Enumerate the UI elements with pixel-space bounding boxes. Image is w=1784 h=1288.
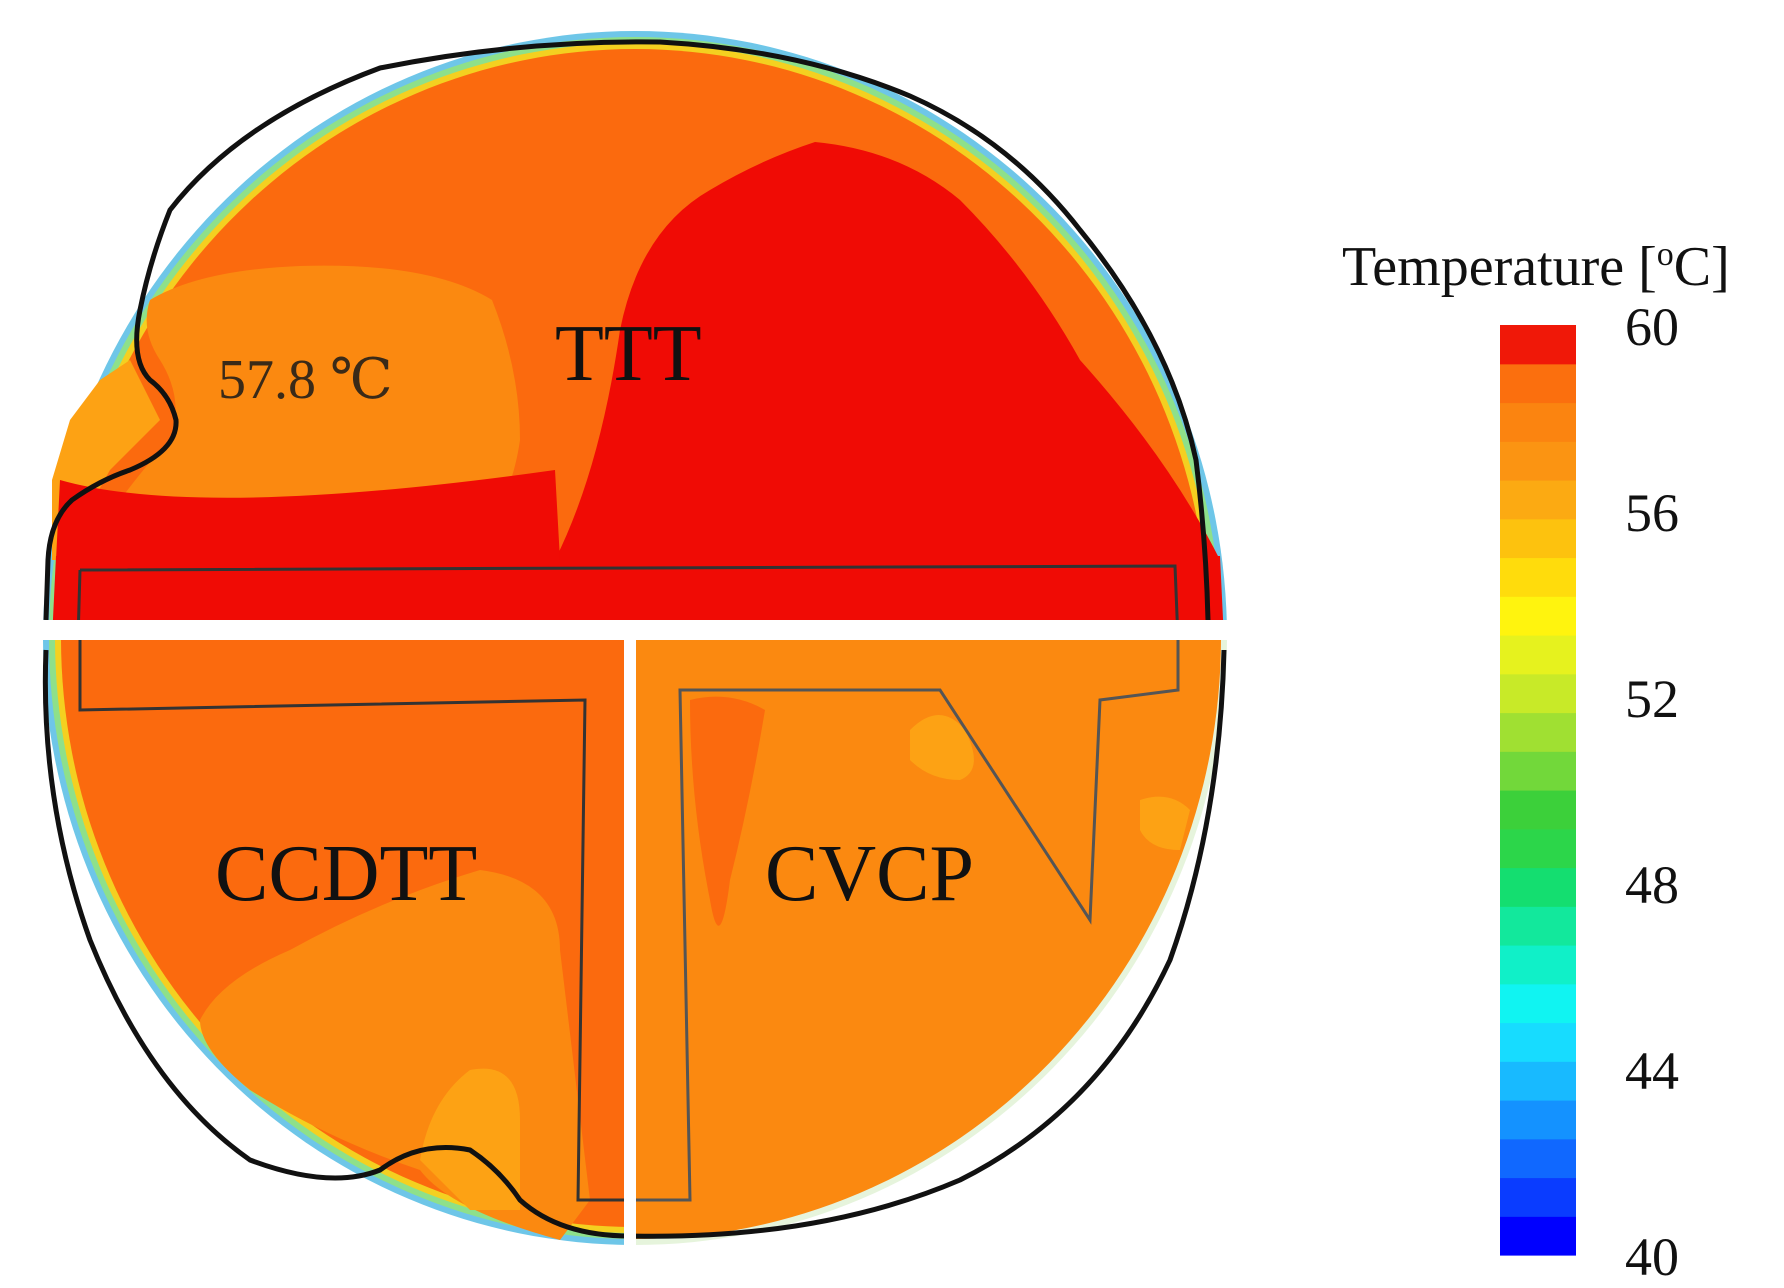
color-scale-segment [1500, 635, 1576, 675]
ccdtt-warm-pocket [420, 1068, 520, 1210]
color-scale-segment [1500, 1100, 1576, 1140]
color-scale-segment [1500, 402, 1576, 442]
color-scale-tick-label: 60 [1625, 297, 1679, 357]
color-scale-segment [1500, 1216, 1576, 1256]
cvcp-warm-streak [690, 696, 765, 926]
color-scale-segment [1500, 557, 1576, 597]
cvcp-inner-outline [630, 640, 1180, 1202]
cvcp-light-patch [910, 715, 974, 780]
ttt-section [43, 31, 1227, 620]
ttt-inner-outline [77, 564, 1179, 620]
color-scale-tick-label: 40 [1625, 1227, 1679, 1287]
ccdtt-boundary-line [42, 649, 630, 1239]
ttt-boundary-line [43, 39, 1211, 620]
color-scale-segment [1500, 480, 1576, 520]
color-scale-tick-label: 52 [1625, 669, 1679, 729]
color-scale-segment [1500, 712, 1576, 752]
ttt-hot-bottom-band [52, 556, 1224, 620]
color-scale-segment [1500, 518, 1576, 559]
color-scale-segment [1500, 596, 1576, 636]
color-scale-segment [1500, 1138, 1576, 1179]
color-scale-segment [1500, 828, 1576, 869]
ccdtt-section [42, 640, 630, 1245]
color-scale-segment [1500, 1022, 1576, 1062]
ttt-hot-region [555, 142, 1220, 560]
section-label-ccdtt: CCDTT [215, 830, 477, 918]
color-scale-segment [1500, 983, 1576, 1024]
cvcp-base-fill [630, 640, 1221, 1239]
vertical-divider [624, 638, 636, 1248]
ttt-cool-region [120, 265, 520, 546]
color-scale-segment [1500, 441, 1576, 481]
color-scale-segment [1500, 790, 1576, 830]
color-scale-ticks: 60 56 52 48 44 40 [1625, 297, 1679, 1287]
section-label-ttt: TTT [555, 310, 702, 398]
color-scale-tick-label: 44 [1625, 1041, 1679, 1101]
legend-title: Temperature [oC] [1342, 236, 1730, 298]
temperature-legend: Temperature [oC] 60 56 52 48 44 40 [1342, 236, 1730, 1287]
color-scale-segment [1500, 867, 1576, 907]
ttt-lower-hot-strip [56, 470, 560, 560]
ccdtt-inner-outline [78, 640, 630, 1202]
color-scale-segment [1500, 1177, 1576, 1217]
color-scale-segment [1500, 906, 1576, 946]
color-scale-segment [1500, 325, 1576, 365]
color-scale-segment [1500, 673, 1576, 714]
color-scale-tick-label: 56 [1625, 483, 1679, 543]
color-scale-tick-label: 48 [1625, 855, 1679, 915]
color-scale-segment [1500, 363, 1576, 404]
color-scale-bar [1500, 325, 1576, 1256]
horizontal-divider [30, 626, 1230, 638]
color-scale-segment [1500, 945, 1576, 985]
color-scale-segment [1500, 751, 1576, 791]
annotation-temperature: 57.8 ℃ [218, 349, 393, 411]
cvcp-boundary-line [630, 649, 1227, 1239]
color-scale-segment [1500, 1061, 1576, 1101]
section-label-cvcp: CVCP [765, 830, 974, 918]
cvcp-light-patch-2 [1140, 796, 1190, 850]
cvcp-section [630, 640, 1230, 1260]
